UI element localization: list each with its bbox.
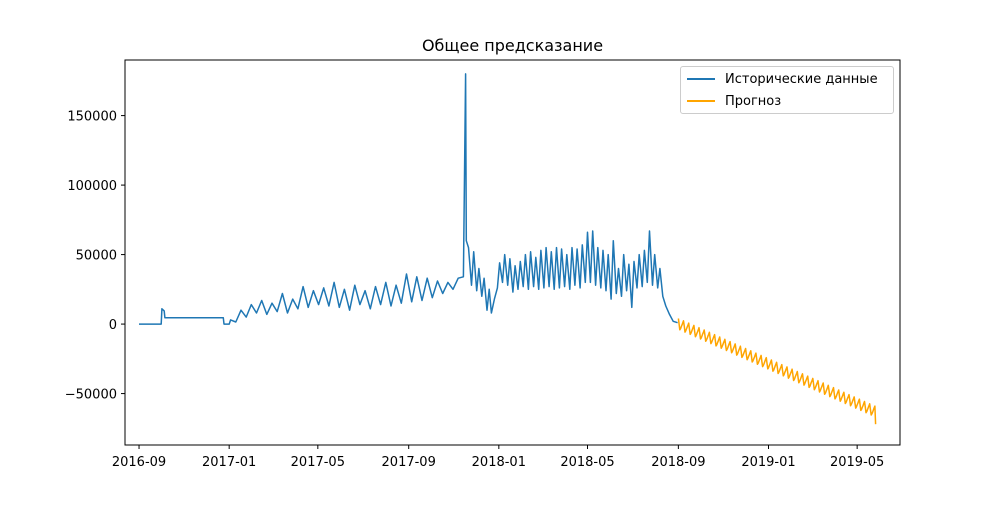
legend-item-forecast: Прогноз xyxy=(681,92,781,110)
y-tick-label: 150000 xyxy=(67,110,117,125)
x-tick-label: 2018-01 xyxy=(472,455,526,470)
y-tick-label: 0 xyxy=(109,318,117,333)
x-tick-label: 2019-01 xyxy=(741,455,795,470)
chart-title: Общее предсказание xyxy=(421,36,604,55)
legend: Исторические данные Прогноз xyxy=(680,66,894,114)
legend-swatch-forecast xyxy=(687,100,715,102)
y-tick-label: 100000 xyxy=(67,179,117,194)
x-tick-label: 2017-09 xyxy=(382,455,436,470)
legend-label-history: Исторические данные xyxy=(725,71,878,87)
legend-swatch-history xyxy=(687,78,715,80)
x-tick-label: 2019-05 xyxy=(830,455,884,470)
plot-frame xyxy=(124,59,901,446)
x-tick-label: 2017-01 xyxy=(202,455,256,470)
x-tick-label: 2017-05 xyxy=(291,455,345,470)
legend-label-forecast: Прогноз xyxy=(725,93,782,109)
y-tick-label: 50000 xyxy=(76,249,117,264)
y-tick-label: −50000 xyxy=(65,388,117,403)
x-tick-label: 2018-05 xyxy=(560,455,614,470)
x-tick-label: 2018-09 xyxy=(651,455,705,470)
x-tick-label: 2016-09 xyxy=(112,455,166,470)
series-line-history xyxy=(139,73,678,325)
series-line-forecast xyxy=(677,318,877,425)
legend-item-history: Исторические данные xyxy=(681,70,878,88)
